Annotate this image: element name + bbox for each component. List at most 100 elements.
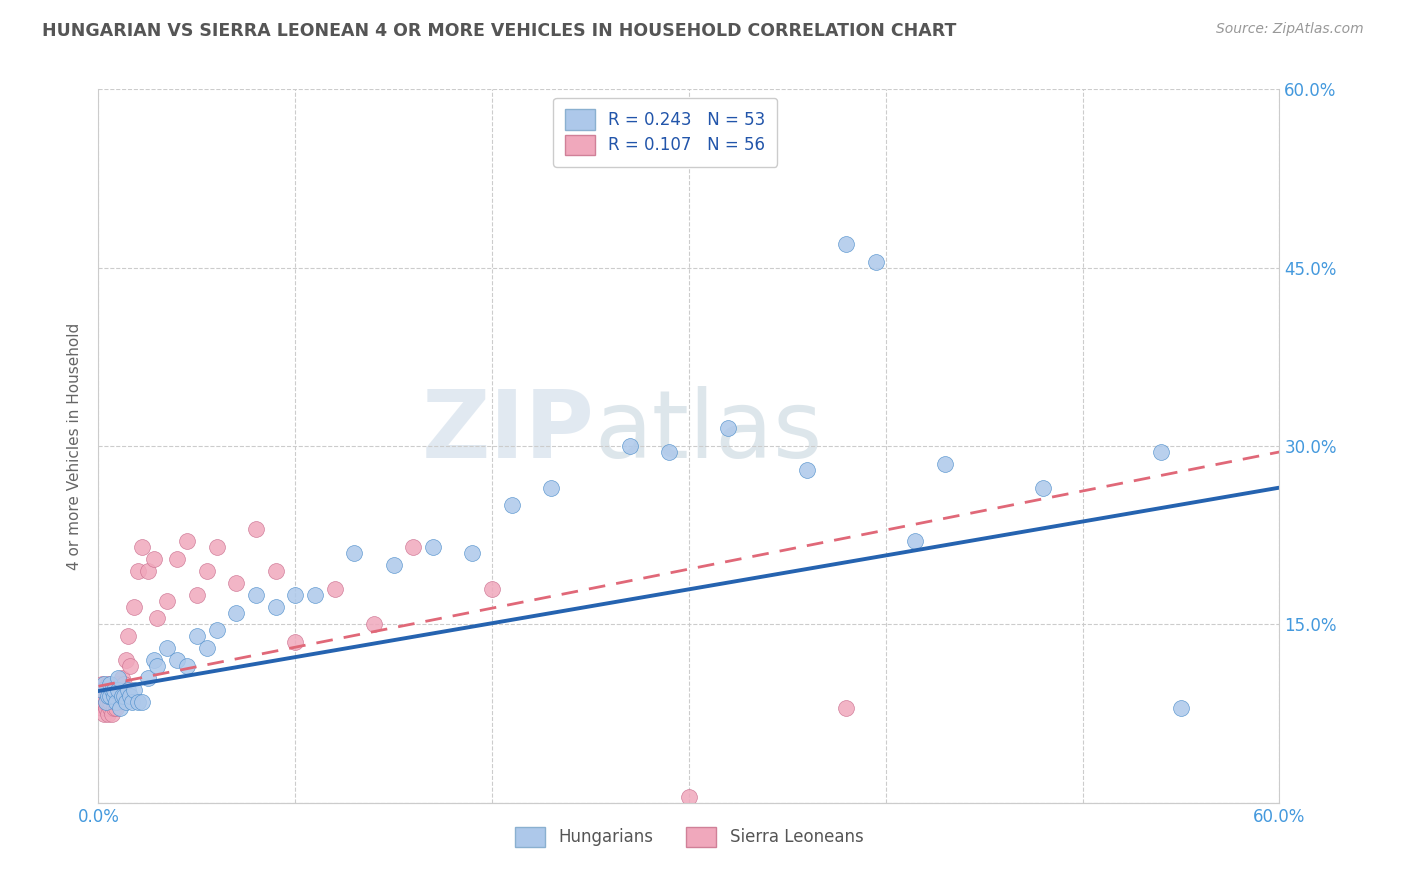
Point [658, 445, 681, 459]
Point [186, 588, 208, 602]
Point [89, 682, 111, 697]
Point [1032, 481, 1054, 495]
Point [225, 575, 247, 590]
Point [131, 540, 153, 554]
Point [96, 700, 118, 714]
Point [112, 677, 135, 691]
Point [146, 611, 169, 625]
Point [540, 481, 562, 495]
Point [619, 439, 641, 453]
Point [904, 534, 927, 549]
Point [127, 564, 149, 578]
Point [136, 564, 159, 578]
Point [245, 522, 267, 536]
Point [166, 552, 188, 566]
Point [112, 689, 135, 703]
Point [865, 254, 887, 268]
Point [97, 689, 120, 703]
Point [422, 540, 444, 554]
Point [205, 540, 228, 554]
Point [136, 671, 159, 685]
Point [195, 564, 218, 578]
Point [103, 689, 125, 703]
Point [98, 689, 121, 703]
Point [835, 700, 858, 714]
Point [284, 588, 307, 602]
Point [934, 457, 956, 471]
Point [107, 671, 129, 685]
Point [127, 695, 149, 709]
Point [103, 682, 125, 697]
Point [225, 606, 247, 620]
Point [166, 653, 188, 667]
Point [156, 593, 179, 607]
Point [105, 695, 128, 709]
Legend: Hungarians, Sierra Leoneans: Hungarians, Sierra Leoneans [503, 815, 875, 859]
Point [103, 700, 125, 714]
Point [96, 682, 118, 697]
Point [501, 499, 523, 513]
Point [93, 706, 115, 721]
Point [98, 695, 121, 709]
Point [122, 599, 145, 614]
Point [93, 682, 115, 697]
Point [796, 463, 818, 477]
Text: ZIP: ZIP [422, 385, 595, 478]
Point [142, 653, 165, 667]
Point [156, 641, 179, 656]
Point [91, 695, 114, 709]
Point [343, 546, 366, 560]
Point [98, 677, 121, 691]
Point [118, 689, 141, 703]
Point [717, 421, 740, 435]
Point [176, 659, 198, 673]
Point [1170, 700, 1192, 714]
Point [98, 682, 121, 697]
Point [105, 695, 128, 709]
Point [323, 582, 346, 596]
Point [89, 689, 111, 703]
Text: Source: ZipAtlas.com: Source: ZipAtlas.com [1216, 22, 1364, 37]
Point [98, 700, 121, 714]
Point [97, 695, 120, 709]
Point [111, 671, 134, 685]
Point [93, 689, 115, 703]
Point [111, 689, 134, 703]
Point [481, 582, 503, 596]
Point [107, 677, 129, 691]
Point [402, 540, 425, 554]
Point [131, 695, 153, 709]
Point [103, 682, 125, 697]
Point [186, 629, 208, 643]
Point [108, 700, 131, 714]
Point [176, 534, 198, 549]
Point [461, 546, 484, 560]
Point [142, 552, 165, 566]
Point [97, 677, 120, 691]
Point [101, 689, 124, 703]
Point [205, 624, 228, 638]
Text: HUNGARIAN VS SIERRA LEONEAN 4 OR MORE VEHICLES IN HOUSEHOLD CORRELATION CHART: HUNGARIAN VS SIERRA LEONEAN 4 OR MORE VE… [42, 22, 956, 40]
Point [93, 677, 115, 691]
Point [118, 659, 141, 673]
Point [195, 641, 218, 656]
Point [91, 700, 114, 714]
Point [146, 659, 169, 673]
Point [89, 695, 111, 709]
Point [264, 599, 287, 614]
Point [105, 700, 128, 714]
Point [117, 682, 139, 697]
Point [108, 682, 131, 697]
Text: atlas: atlas [595, 385, 823, 478]
Point [97, 689, 120, 703]
Point [96, 695, 118, 709]
Point [107, 689, 129, 703]
Point [264, 564, 287, 578]
Point [96, 695, 118, 709]
Point [93, 695, 115, 709]
Point [122, 682, 145, 697]
Point [121, 695, 143, 709]
Point [97, 706, 120, 721]
Point [835, 236, 858, 251]
Point [115, 653, 138, 667]
